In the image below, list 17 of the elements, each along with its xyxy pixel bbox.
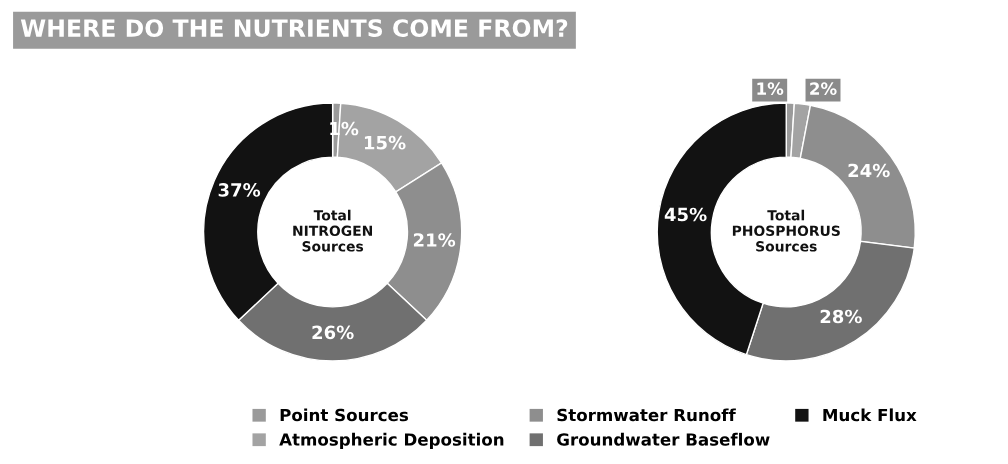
data-label: 28% (820, 309, 862, 324)
data-label: 2% (810, 82, 837, 95)
legend-label: Stormwater Runoff (557, 408, 736, 422)
legend-label: Atmospheric Deposition (279, 432, 504, 449)
data-label: 37% (218, 183, 261, 197)
data-label: 21% (413, 233, 456, 247)
text: Total NITROGEN Sources (293, 209, 372, 252)
legend-label: Point Sources (280, 408, 409, 422)
legend-label: Muck Flux (823, 408, 917, 422)
data-label: 15% (364, 135, 406, 150)
legend-label: Groundwater Baseflow (557, 432, 770, 446)
text: Total PHOSPHORUS Sources (732, 209, 840, 252)
chart-title: WHERE DO THE NUTRIENTS COME FROM? (20, 19, 568, 38)
data-label: 24% (848, 163, 890, 178)
data-label: 1% (757, 82, 784, 95)
data-label: 26% (312, 325, 354, 340)
data-label: 45% (664, 207, 707, 222)
